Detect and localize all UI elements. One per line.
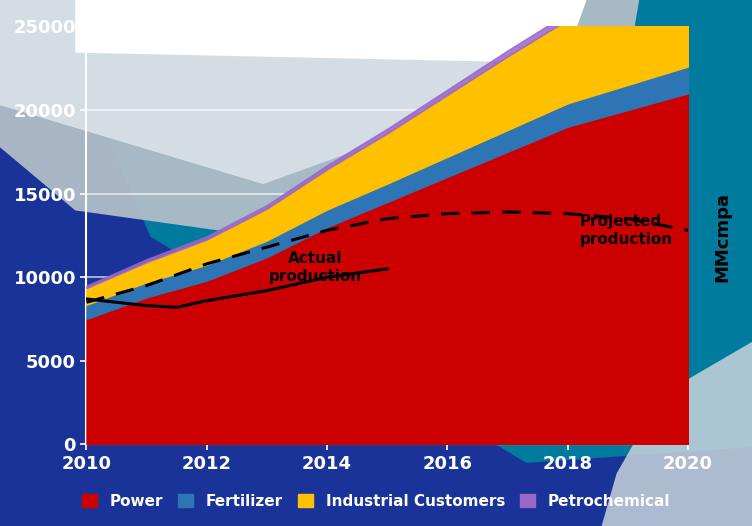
Polygon shape — [75, 0, 587, 63]
Text: MMcmpa: MMcmpa — [713, 191, 731, 282]
Polygon shape — [0, 0, 639, 252]
Polygon shape — [0, 0, 511, 184]
Polygon shape — [75, 0, 752, 463]
Polygon shape — [602, 342, 752, 526]
Text: Actual
production: Actual production — [268, 251, 362, 284]
Legend: Power, Fertilizer, Industrial Customers, Petrochemical: Power, Fertilizer, Industrial Customers,… — [77, 489, 675, 513]
Text: Projected
production: Projected production — [580, 214, 673, 247]
